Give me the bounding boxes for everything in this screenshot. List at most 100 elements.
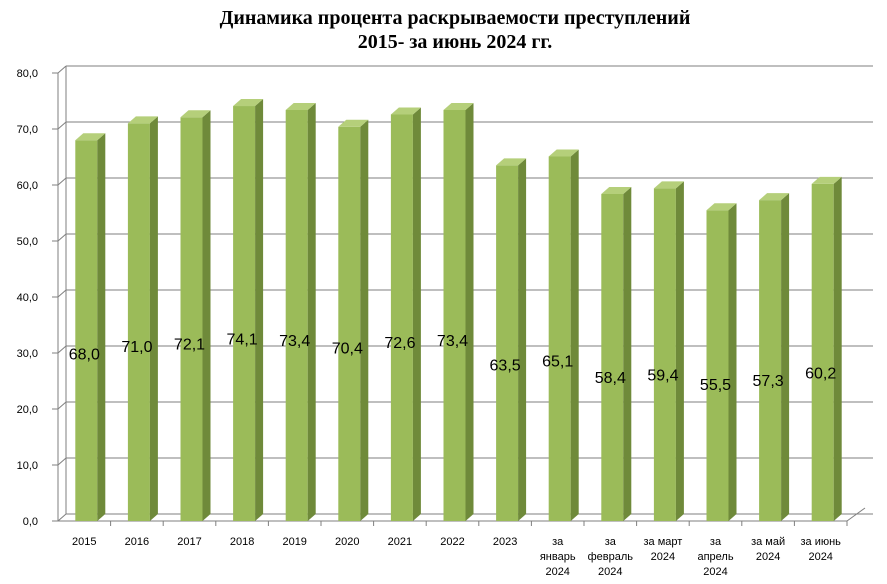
bar-top-3 [233,99,264,107]
x-tick-label: 2015 [72,536,96,548]
x-tick-label: 2024 [703,566,727,578]
bar-side-7 [465,102,474,522]
bar-top-13 [759,193,790,201]
bar-top-14 [811,176,842,184]
x-tick-label: 2017 [177,536,201,548]
gridline-depth-2 [57,401,67,410]
bar-top-11 [653,181,684,189]
data-label-5: 70,4 [332,341,363,358]
bar-side-10 [623,186,632,521]
x-tick-label: за март [643,536,682,548]
x-tick-label: 2023 [493,536,517,548]
bar-8 [496,165,519,521]
x-tick-label: 2024 [651,551,675,563]
bar-top-4 [285,102,316,110]
bar-top-7 [443,102,474,110]
x-tick-label: за [605,536,617,548]
bar-6 [390,114,413,521]
data-label-13: 57,3 [753,373,784,390]
data-label-14: 60,2 [805,366,836,383]
y-tick-label: 0,0 [23,516,38,528]
x-tick-label: январь [540,551,576,563]
x-tick-label: 2021 [388,536,412,548]
bar-side-11 [675,181,684,522]
bar-side-2 [202,110,211,522]
bar-13 [759,200,782,521]
bar-side-14 [833,176,842,521]
chart-title-line-2: 2015- за июнь 2024 гг. [358,31,553,53]
gridline-depth-6 [57,177,67,186]
bar-side-3 [255,99,264,521]
x-tick-label: за [552,536,564,548]
bar-10 [601,193,624,521]
y-tick-label: 10,0 [17,460,38,472]
data-label-9: 65,1 [542,354,573,371]
data-label-10: 58,4 [595,370,626,387]
bar-top-5 [338,119,369,127]
bar-7 [443,109,466,522]
gridline-depth-4 [57,289,67,298]
x-tick-label: за май [751,536,785,548]
bar-side-5 [360,119,369,521]
x-tick-label: апрель [697,551,733,563]
gridline-depth-7 [57,121,67,130]
bar-top-12 [706,203,737,211]
bar-side-9 [570,149,579,521]
x-tick-label: 2024 [598,566,622,578]
bar-side-13 [781,193,790,521]
x-tick-label: за июнь [800,536,841,548]
bar-top-2 [180,110,211,118]
bar-side-1 [149,116,158,522]
bar-14 [811,183,834,521]
data-label-1: 71,0 [121,339,152,356]
gridline-depth-3 [57,345,67,354]
bar-side-4 [307,102,316,522]
data-label-0: 68,0 [69,346,100,363]
bar-5 [338,126,361,521]
x-axis-categories: 2015 2016 2017 2018 2019 2020 2021 2022 2023 за ян… [72,536,841,578]
bar-top-10 [601,186,632,194]
data-label-2: 72,1 [174,336,205,353]
y-tick-label: 80,0 [17,68,38,80]
x-tick-label: 2024 [545,566,569,578]
bar-11 [653,188,676,522]
bar-12 [706,210,729,521]
data-label-4: 73,4 [279,333,310,350]
bar-9 [548,156,571,521]
x-tick-label: за [710,536,722,548]
data-label-3: 74,1 [227,331,258,348]
gridline-depth-8 [57,65,67,74]
gridline-depth-0 [57,513,67,522]
bar-top-9 [548,149,579,157]
data-label-11: 59,4 [647,368,678,385]
gridline-depth-5 [57,233,67,242]
bar-side-12 [728,203,737,521]
data-labels: 68,0 71,0 72,1 74,1 73,4 70,4 72,6 73,4 63,5 65,1… [69,331,837,394]
x-tick-label: 2024 [756,551,780,563]
x-tick-label: 2016 [125,536,149,548]
floor-right-edge [846,507,866,522]
chart-title-line-1: Динамика процента раскрываемости преступ… [220,7,691,29]
y-tick-label: 60,0 [17,180,38,192]
bar-top-1 [127,116,158,124]
bar-0 [75,140,98,521]
bar-top-0 [75,133,106,141]
gridline-depth-1 [57,457,67,466]
x-tick-label: 2020 [335,536,359,548]
data-label-8: 63,5 [490,358,521,375]
bar-side-0 [97,133,106,521]
bar-4 [285,109,308,522]
y-tick-label: 30,0 [17,348,38,360]
bar-side-6 [412,107,421,521]
bar-top-8 [496,158,527,166]
bar-1 [127,123,150,522]
bar-side-8 [518,158,527,521]
bar-2 [180,117,203,522]
y-tick-label: 50,0 [17,236,38,248]
bars [75,99,842,522]
x-tick-label: 2018 [230,536,254,548]
data-label-7: 73,4 [437,333,468,350]
data-label-6: 72,6 [384,335,415,352]
x-tick-label: 2019 [282,536,306,548]
